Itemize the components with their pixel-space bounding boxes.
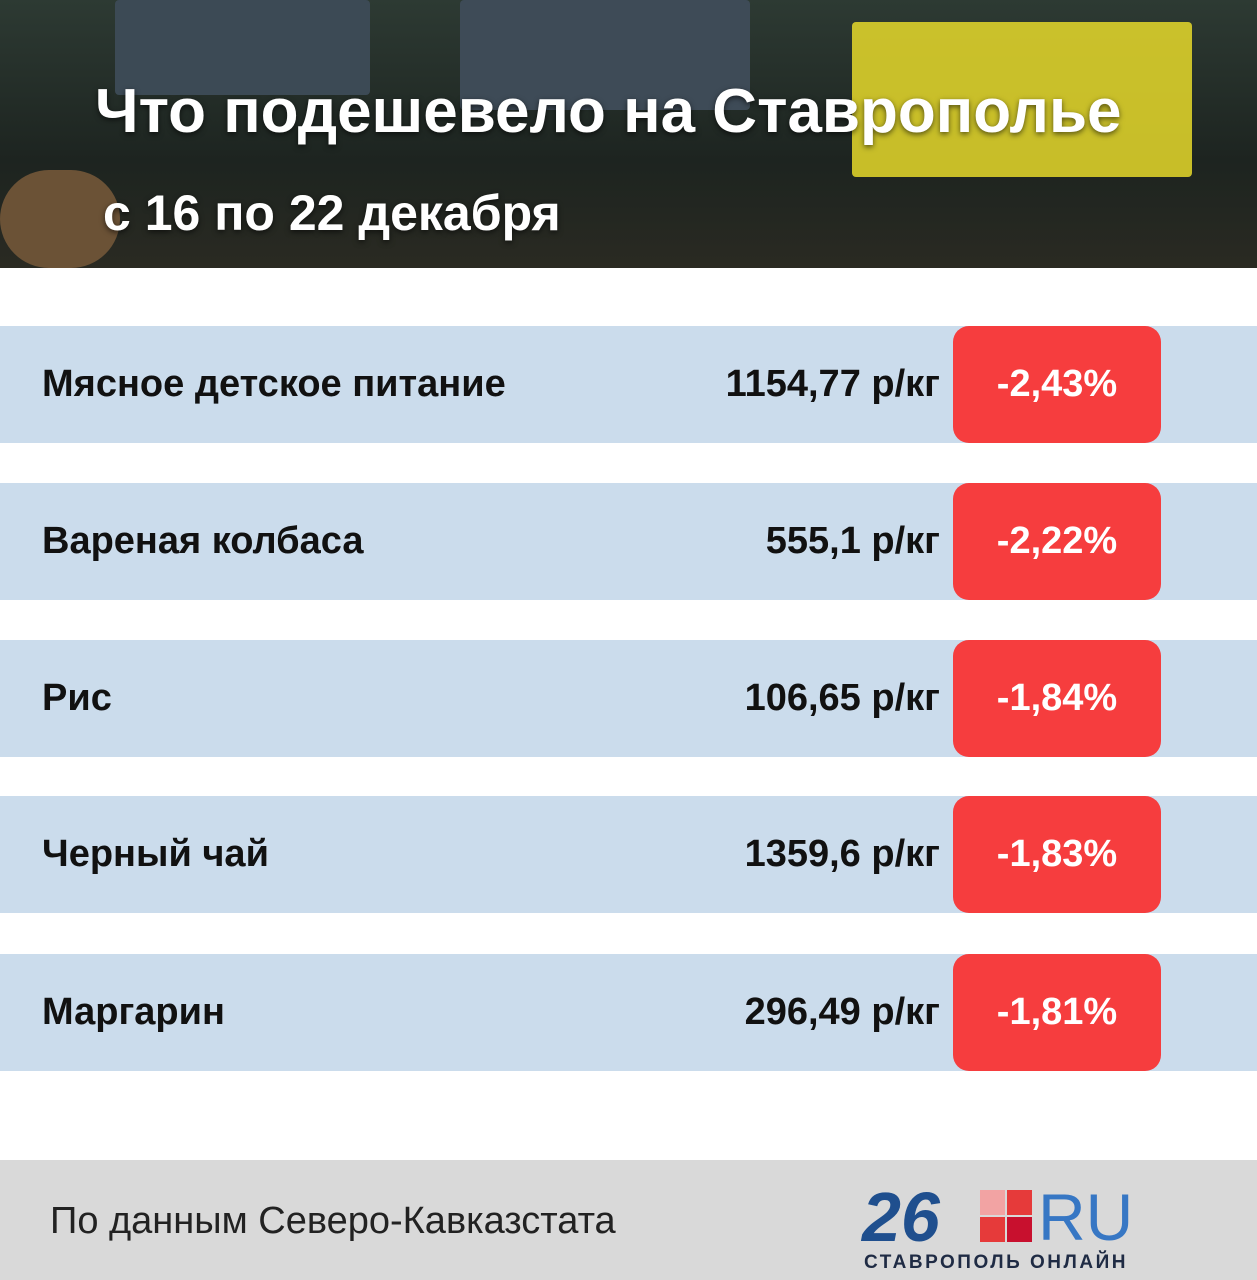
price: 106,65 р/кг: [744, 677, 940, 719]
product-name: Маргарин: [42, 991, 225, 1033]
photo-tag: [852, 22, 1192, 177]
product-name: Мясное детское питание: [42, 363, 506, 405]
photo-potato: [0, 170, 120, 268]
title: Что подешевело на Ставрополье: [95, 77, 1122, 146]
price-change: -2,43%: [953, 326, 1161, 443]
footer: По данным Северо-Кавказстата 26 RU СТАВР…: [0, 1160, 1257, 1280]
logo: 26 RU СТАВРОПОЛЬ ОНЛАЙН: [862, 1178, 1162, 1273]
table-row: Рис 106,65 р/кг -1,84%: [0, 640, 1257, 757]
table-row: Мясное детское питание 1154,77 р/кг -2,43%: [0, 326, 1257, 443]
photo-tag: [115, 0, 370, 95]
price-change: -2,22%: [953, 483, 1161, 600]
price: 1154,77 р/кг: [725, 363, 940, 405]
logo-squares: [980, 1190, 1032, 1242]
logo-caption: СТАВРОПОЛЬ ОНЛАЙН: [864, 1252, 1128, 1273]
header: Что подешевело на Ставрополье с 16 по 22…: [0, 0, 1257, 268]
logo-domain: RU: [1038, 1180, 1134, 1254]
photo-tag: [460, 0, 750, 110]
price: 296,49 р/кг: [744, 991, 940, 1033]
price: 1359,6 р/кг: [744, 833, 940, 875]
price-change: -1,81%: [953, 954, 1161, 1071]
table-row: Маргарин 296,49 р/кг -1,81%: [0, 954, 1257, 1071]
table-row: Вареная колбаса 555,1 р/кг -2,22%: [0, 483, 1257, 600]
price-change: -1,83%: [953, 796, 1161, 913]
product-name: Черный чай: [42, 833, 269, 875]
price: 555,1 р/кг: [765, 520, 940, 562]
price-change: -1,84%: [953, 640, 1161, 757]
subtitle: с 16 по 22 декабря: [103, 185, 561, 241]
product-name: Вареная колбаса: [42, 520, 364, 562]
source: По данным Северо-Кавказстата: [50, 1200, 616, 1242]
table-row: Черный чай 1359,6 р/кг -1,83%: [0, 796, 1257, 913]
product-name: Рис: [42, 677, 112, 719]
logo-number: 26: [862, 1178, 940, 1256]
